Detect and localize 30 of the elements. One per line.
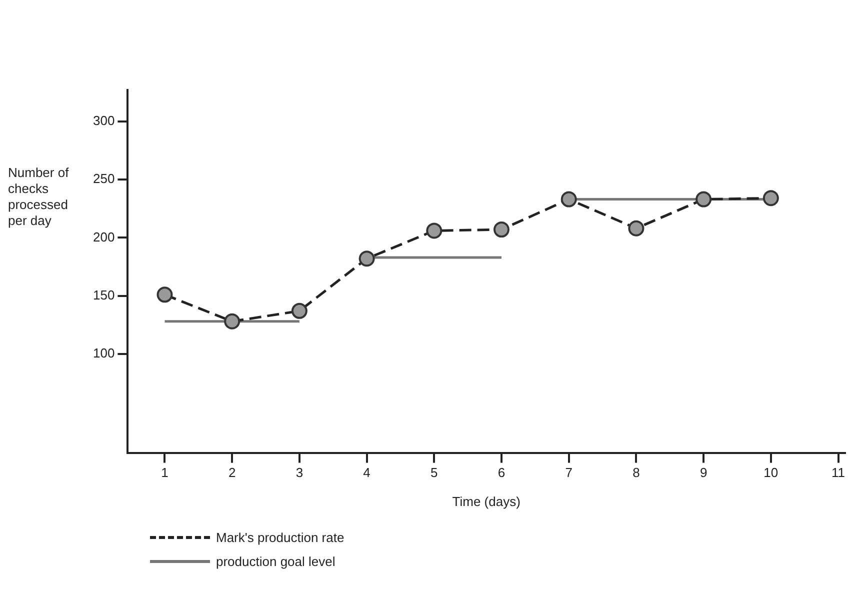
y-tick-label: 100 bbox=[92, 346, 115, 361]
x-tick-label: 2 bbox=[228, 465, 236, 480]
y-axis-title: Number of checks processed per day bbox=[8, 165, 70, 229]
point bbox=[224, 313, 240, 330]
y-tick-label: 250 bbox=[92, 171, 115, 186]
x-tick-label: 5 bbox=[430, 465, 438, 480]
legend-label: production goal level bbox=[216, 554, 336, 568]
y-tick-label: 150 bbox=[92, 287, 115, 302]
point bbox=[426, 222, 442, 239]
point bbox=[560, 191, 577, 208]
x-tick-label: 9 bbox=[700, 465, 708, 480]
x-tick-label: 6 bbox=[498, 465, 506, 480]
y-tick-label: 200 bbox=[92, 229, 115, 244]
point bbox=[156, 286, 173, 303]
x-axis-title: Time (days) bbox=[452, 494, 520, 509]
point bbox=[358, 250, 375, 267]
x-tick-label: 1 bbox=[161, 465, 168, 480]
y-tick-label: 300 bbox=[92, 112, 115, 128]
x-tick-label: 4 bbox=[363, 465, 370, 480]
x-tick-label: 8 bbox=[632, 465, 640, 480]
legend-label: Mark's production rate bbox=[216, 530, 344, 544]
point bbox=[494, 222, 510, 238]
point bbox=[696, 191, 712, 208]
x-tick-label: 10 bbox=[764, 465, 778, 480]
point bbox=[628, 220, 644, 236]
point bbox=[762, 190, 779, 206]
x-tick-label: 7 bbox=[565, 465, 572, 480]
point bbox=[291, 302, 308, 319]
x-tick-label: 3 bbox=[296, 465, 304, 480]
x-tick-label: 11 bbox=[832, 465, 846, 480]
